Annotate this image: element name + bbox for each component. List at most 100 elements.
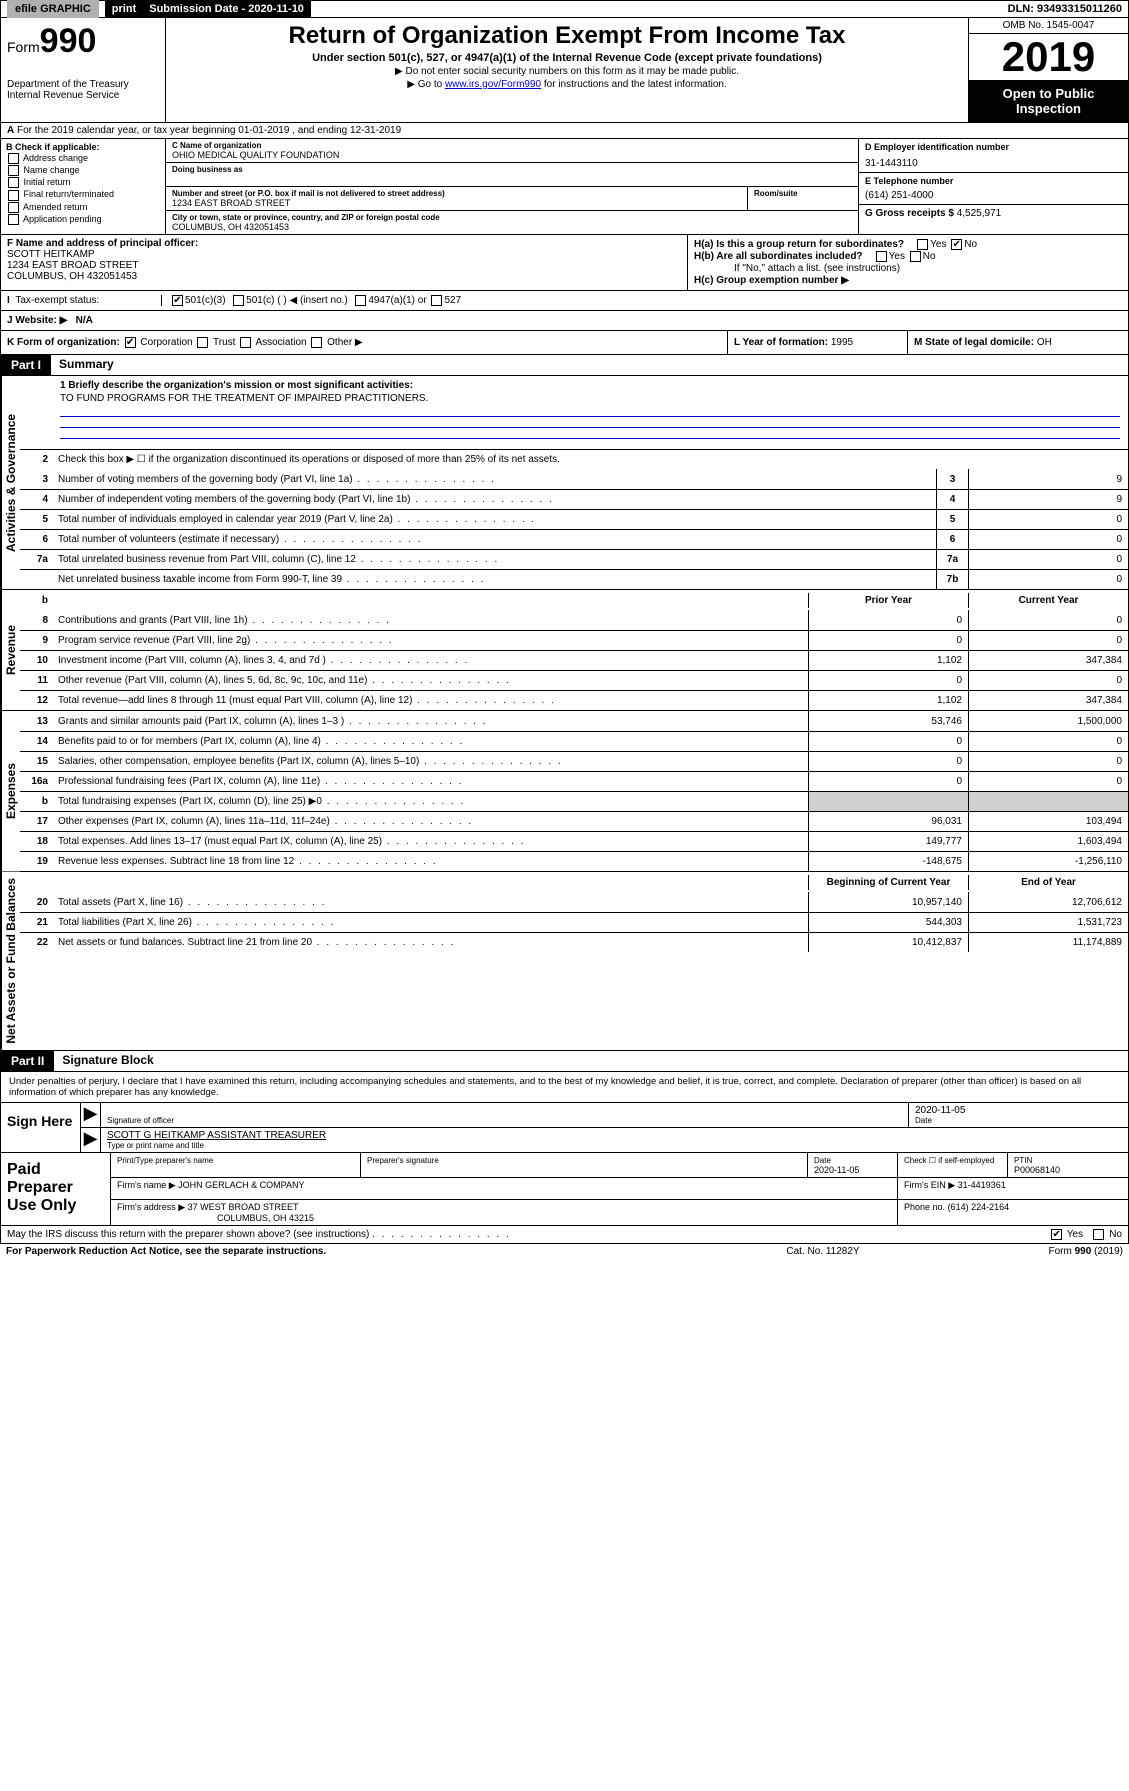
note-goto: ▶ Go to www.irs.gov/Form990 for instruct… xyxy=(174,79,960,90)
officer-addr2: COLUMBUS, OH 432051453 xyxy=(7,271,137,282)
org-name: OHIO MEDICAL QUALITY FOUNDATION xyxy=(172,150,852,160)
vtab-revenue: Revenue xyxy=(1,590,20,710)
vtab-governance: Activities & Governance xyxy=(1,376,20,589)
cb-527[interactable] xyxy=(431,295,442,306)
efile-label: efile GRAPHIC xyxy=(1,1,106,17)
arrow-icon: ▶ xyxy=(81,1103,101,1127)
type-name-label: Type or print name and title xyxy=(107,1141,1122,1150)
arrow-icon: ▶ xyxy=(81,1128,101,1152)
ptin-label: PTIN xyxy=(1014,1156,1032,1165)
cb-name-change[interactable]: Name change xyxy=(6,165,160,176)
irs-link[interactable]: www.irs.gov/Form990 xyxy=(445,79,541,90)
cb-assoc[interactable] xyxy=(240,337,251,348)
cb-address-change[interactable]: Address change xyxy=(6,153,160,164)
ha-yes[interactable] xyxy=(917,239,928,250)
discuss-yes[interactable] xyxy=(1051,1229,1062,1240)
dln-label: DLN: 93493315011260 xyxy=(1002,1,1128,17)
cb-initial-return[interactable]: Initial return xyxy=(6,177,160,188)
section-entity: B Check if applicable: Address change Na… xyxy=(0,139,1129,235)
527-label: 527 xyxy=(444,295,461,306)
501c3-label: 501(c)(3) xyxy=(185,295,226,306)
firm-ein: 31-4419361 xyxy=(958,1180,1006,1190)
cb-corp[interactable] xyxy=(125,337,136,348)
form-prefix: Form xyxy=(7,39,40,55)
top-bar: efile GRAPHIC print Submission Date - 20… xyxy=(0,0,1129,18)
officer-label: F Name and address of principal officer: xyxy=(7,238,198,249)
form-header: Form990 Department of the Treasury Inter… xyxy=(0,18,1129,123)
part1-badge: Part I xyxy=(1,355,51,375)
cb-amended[interactable]: Amended return xyxy=(6,202,160,213)
hb-no[interactable] xyxy=(910,251,921,262)
paperwork-notice: For Paperwork Reduction Act Notice, see … xyxy=(6,1246,723,1257)
ha-no[interactable] xyxy=(951,239,962,250)
cb-501c[interactable] xyxy=(233,295,244,306)
gross-label: G Gross receipts $ xyxy=(865,208,954,219)
vtab-expenses: Expenses xyxy=(1,711,20,871)
form-subtitle: Under section 501(c), 527, or 4947(a)(1)… xyxy=(174,52,960,64)
phone-value: (614) 251-4000 xyxy=(865,190,1122,201)
summary-line: 12Total revenue—add lines 8 through 11 (… xyxy=(20,690,1128,710)
cb-app-pending[interactable]: Application pending xyxy=(6,214,160,225)
efile-button[interactable]: efile GRAPHIC xyxy=(7,0,99,18)
row-a-text: For the 2019 calendar year, or tax year … xyxy=(17,125,401,136)
summary-line: 4Number of independent voting members of… xyxy=(20,489,1128,509)
sig-date: 2020-11-05 xyxy=(915,1105,1122,1116)
summary-line: 17Other expenses (Part IX, column (A), l… xyxy=(20,811,1128,831)
part2-title: Signature Block xyxy=(54,1051,161,1071)
part1-netassets: Net Assets or Fund Balances Beginning of… xyxy=(0,872,1129,1051)
h-c-label: H(c) Group exemption number ▶ xyxy=(694,275,849,286)
signature-section: Under penalties of perjury, I declare th… xyxy=(0,1072,1129,1226)
firm-phone-label: Phone no. xyxy=(904,1202,945,1212)
mission-blank-lines xyxy=(60,416,1120,439)
summary-line: 14Benefits paid to or for members (Part … xyxy=(20,731,1128,751)
line2-text: Check this box ▶ ☐ if the organization d… xyxy=(54,452,1128,467)
part1-governance: Activities & Governance 1 Briefly descri… xyxy=(0,376,1129,590)
col-begin: Beginning of Current Year xyxy=(808,875,968,890)
prep-date-label: Date xyxy=(814,1156,831,1165)
footer-discuss: May the IRS discuss this return with the… xyxy=(0,1226,1129,1244)
form-title: Return of Organization Exempt From Incom… xyxy=(174,22,960,50)
row-j-website: J Website: ▶ N/A xyxy=(0,311,1129,331)
ein-value: 31-1443110 xyxy=(865,158,1122,169)
summary-line: 10Investment income (Part VIII, column (… xyxy=(20,650,1128,670)
officer-addr1: 1234 EAST BROAD STREET xyxy=(7,260,139,271)
row-f-h: F Name and address of principal officer:… xyxy=(0,235,1129,291)
header-left: Form990 Department of the Treasury Inter… xyxy=(1,18,166,122)
h-a-label: H(a) Is this a group return for subordin… xyxy=(694,239,904,250)
box-c: C Name of organization OHIO MEDICAL QUAL… xyxy=(166,139,858,234)
prep-date: 2020-11-05 xyxy=(814,1165,859,1175)
discuss-no[interactable] xyxy=(1093,1229,1104,1240)
box-b: B Check if applicable: Address change Na… xyxy=(1,139,166,234)
line1-label: 1 Briefly describe the organization's mi… xyxy=(20,376,1128,393)
cb-final-return[interactable]: Final return/terminated xyxy=(6,189,160,200)
ein-label: D Employer identification number xyxy=(865,142,1122,152)
dba-label: Doing business as xyxy=(172,165,852,174)
cb-other[interactable] xyxy=(311,337,322,348)
sig-officer-label: Signature of officer xyxy=(107,1116,902,1125)
summary-line: 19Revenue less expenses. Subtract line 1… xyxy=(20,851,1128,871)
addr-label: Number and street (or P.O. box if mail i… xyxy=(172,189,741,198)
k-state: M State of legal domicile: OH xyxy=(908,331,1128,354)
form-number: 990 xyxy=(40,22,97,60)
footer-bottom: For Paperwork Reduction Act Notice, see … xyxy=(0,1244,1129,1259)
hb-yes[interactable] xyxy=(876,251,887,262)
cb-4947[interactable] xyxy=(355,295,366,306)
summary-line: 21Total liabilities (Part X, line 26)544… xyxy=(20,912,1128,932)
form-ref: Form 990 (2019) xyxy=(923,1246,1123,1257)
goto-post: for instructions and the latest informat… xyxy=(541,79,727,90)
col-current: Current Year xyxy=(968,593,1128,608)
row-k: K Form of organization: Corporation Trus… xyxy=(0,331,1129,355)
org-name-label: C Name of organization xyxy=(172,141,852,150)
prep-sig-label: Preparer's signature xyxy=(367,1156,439,1165)
cb-501c3[interactable] xyxy=(172,295,183,306)
print-button[interactable]: print xyxy=(106,1,143,17)
prep-name-label: Print/Type preparer's name xyxy=(117,1156,213,1165)
summary-line: bTotal fundraising expenses (Part IX, co… xyxy=(20,791,1128,811)
firm-addr2: COLUMBUS, OH 43215 xyxy=(117,1213,314,1223)
col-end: End of Year xyxy=(968,875,1128,890)
row-i-tax-status: I Tax-exempt status: 501(c)(3) 501(c) ( … xyxy=(0,291,1129,311)
gross-value: 4,525,971 xyxy=(957,208,1002,219)
501c-label: 501(c) ( ) ◀ (insert no.) xyxy=(246,295,348,306)
firm-phone: (614) 224-2164 xyxy=(948,1202,1010,1212)
cb-trust[interactable] xyxy=(197,337,208,348)
